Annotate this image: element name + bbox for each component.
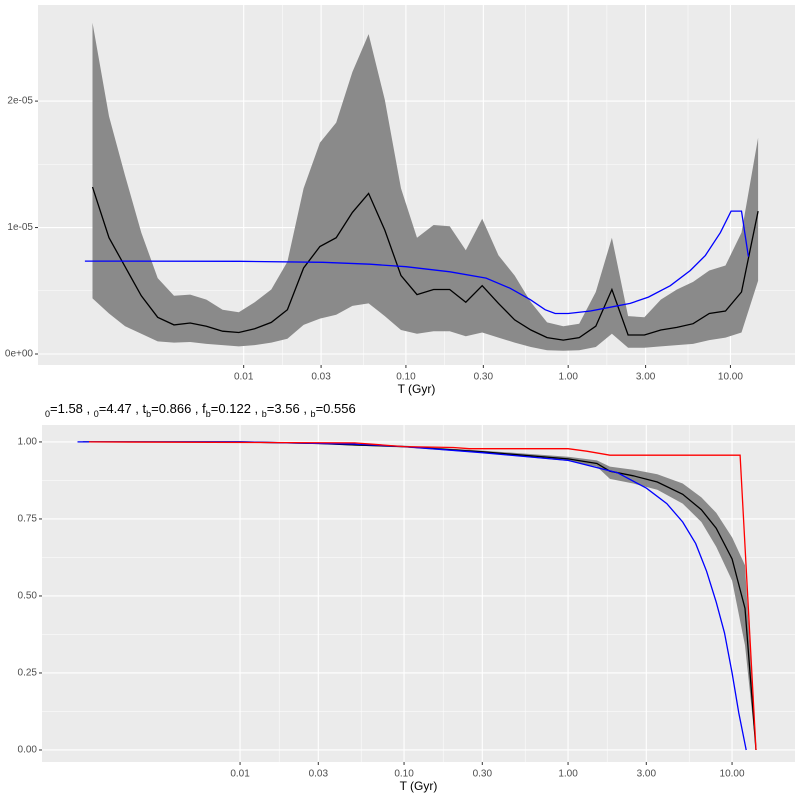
x-tick-label: 10.00 <box>720 769 745 780</box>
x-tick-label: 10.00 <box>718 372 743 383</box>
y-tick-label: 2e-05 <box>7 96 33 107</box>
equals: = <box>316 401 324 416</box>
param-subscript: b <box>206 409 211 419</box>
x-tick-label: 1.00 <box>558 769 578 780</box>
x-tick-label: 0.01 <box>230 769 250 780</box>
equals: = <box>267 401 275 416</box>
y-tick-label: 0.25 <box>18 668 38 679</box>
x-tick-label: 0.03 <box>311 372 331 383</box>
x-tick-label: 3.00 <box>637 769 657 780</box>
y-tick-label: 0.75 <box>18 514 38 525</box>
series-line <box>91 186 759 341</box>
x-tick-label: 0.30 <box>474 372 494 383</box>
y-tick-label: 1e-05 <box>7 222 33 233</box>
x-tick-label: 0.03 <box>309 769 329 780</box>
param-symbol: f <box>202 401 206 416</box>
x-tick-label: 0.01 <box>234 372 254 383</box>
param-value: 3.56 <box>274 401 299 416</box>
param-value: 4.47 <box>106 401 131 416</box>
series-line <box>88 441 757 751</box>
series-line <box>84 210 750 315</box>
param-value: 1.58 <box>58 401 83 416</box>
equals: = <box>211 401 219 416</box>
equals: = <box>99 401 107 416</box>
separator: , <box>251 401 262 416</box>
y-tick-label: 1.00 <box>18 437 38 448</box>
param-value: 0.556 <box>323 401 356 416</box>
param-subscript: 0 <box>45 409 50 419</box>
separator: , <box>83 401 94 416</box>
equals: = <box>50 401 58 416</box>
y-tick-label: 0e+00 <box>5 349 34 360</box>
separator: , <box>300 401 311 416</box>
parameter-subtitle: 0=1.58 , 0=4.47 , tb=0.866 , fb=0.122 , … <box>45 401 356 419</box>
separator: , <box>132 401 143 416</box>
separator: , <box>191 401 202 416</box>
param-subscript: b <box>311 409 316 419</box>
param-subscript: 0 <box>94 409 99 419</box>
y-tick-label: 0.00 <box>18 745 38 756</box>
param-symbol: t <box>143 401 147 416</box>
x-axis-title: T (Gyr) <box>398 382 436 396</box>
param-value: 0.866 <box>159 401 192 416</box>
x-axis-title: T (Gyr) <box>400 779 438 793</box>
x-tick-label: 3.00 <box>636 372 656 383</box>
x-tick-label: 1.00 <box>558 372 578 383</box>
param-subscript: b <box>146 409 151 419</box>
x-tick-label: 0.10 <box>394 769 414 780</box>
x-tick-label: 0.30 <box>473 769 493 780</box>
y-tick-label: 0.50 <box>18 591 38 602</box>
x-tick-label: 0.10 <box>396 372 416 383</box>
param-value: 0.122 <box>218 401 251 416</box>
equals: = <box>151 401 159 416</box>
param-subscript: b <box>262 409 267 419</box>
